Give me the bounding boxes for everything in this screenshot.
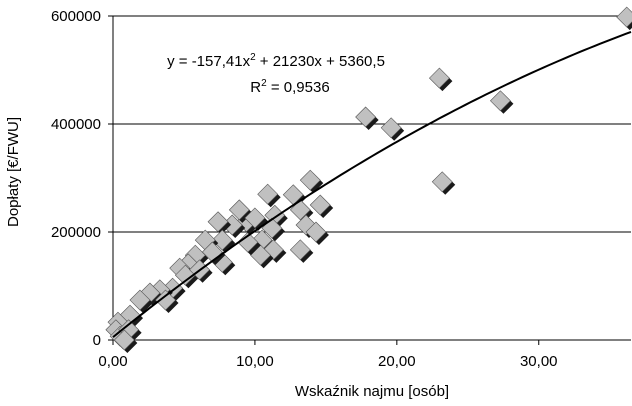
r-squared-exponent: 2 <box>261 78 267 89</box>
marker <box>616 6 632 28</box>
y-tick-label: 600000 <box>51 8 101 25</box>
point <box>490 90 514 114</box>
equation-part: + 21230x + 5360,5 <box>256 53 385 70</box>
x-tick-label: 0,00 <box>98 353 127 370</box>
equation-exponent: 2 <box>250 52 256 63</box>
trend-equation: y = -157,41x2 + 21230x + 5360,5 <box>167 52 385 70</box>
point <box>257 183 281 208</box>
marker <box>305 221 327 243</box>
marker <box>309 194 331 216</box>
point <box>237 231 261 256</box>
marker <box>289 239 311 261</box>
x-tick-label: 10,00 <box>236 353 274 370</box>
equation-part: y = -157,41x <box>167 53 250 70</box>
point <box>299 169 324 194</box>
point <box>616 6 632 31</box>
marker <box>207 211 229 233</box>
point <box>207 211 232 235</box>
r-squared: R2 = 0,9536 <box>250 78 329 96</box>
marker <box>380 117 402 139</box>
marker <box>428 67 450 89</box>
point <box>309 194 334 218</box>
x-axis-label: Wskaźnik najmu [osób] <box>295 383 449 400</box>
point <box>221 214 246 238</box>
marker <box>237 231 259 253</box>
marker <box>299 169 321 191</box>
x-tick-label: 20,00 <box>378 353 416 370</box>
x-tick-label: 30,00 <box>520 353 558 370</box>
point <box>289 239 314 263</box>
point <box>305 221 329 245</box>
trendline <box>112 30 632 338</box>
marker <box>490 90 511 112</box>
marker <box>228 199 250 221</box>
y-tick-label: 400000 <box>51 116 101 133</box>
point <box>355 106 379 130</box>
y-axis-label: Dopłaty [€/FWU] <box>5 117 22 227</box>
point <box>431 171 456 195</box>
marker <box>431 171 453 193</box>
marker <box>129 289 151 311</box>
marker <box>244 207 266 229</box>
y-tick-label: 0 <box>93 332 101 349</box>
point <box>380 117 405 141</box>
marker <box>211 229 233 251</box>
marker <box>355 106 377 128</box>
r-squared-part: = 0,9536 <box>267 79 330 96</box>
point <box>261 217 285 242</box>
point <box>129 289 153 314</box>
point <box>113 329 138 353</box>
marker <box>257 183 279 205</box>
point <box>428 67 453 92</box>
marker <box>155 289 176 311</box>
r-squared-part: R <box>250 79 261 96</box>
y-tick-label: 200000 <box>51 224 101 241</box>
marker <box>113 329 135 351</box>
